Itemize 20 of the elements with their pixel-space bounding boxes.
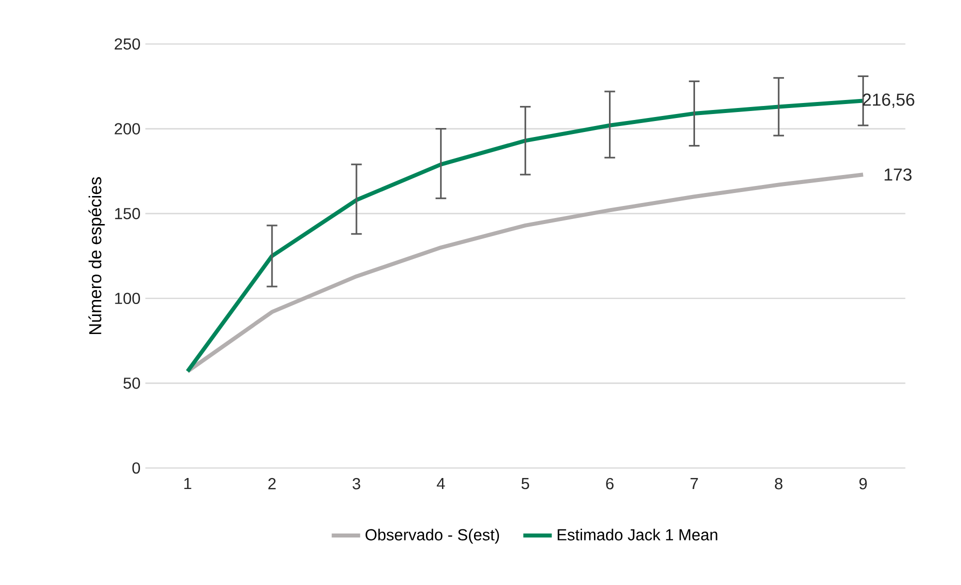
- x-tick-label: 1: [184, 478, 192, 490]
- legend-label: Observado - S(est): [366, 528, 499, 544]
- legend-label: Estimado Jack 1 Mean: [558, 528, 718, 540]
- x-tick-label: 4: [436, 478, 445, 490]
- x-tick-label: 9: [859, 478, 867, 490]
- x-tick-label: 5: [522, 478, 530, 490]
- y-tick-label: 0: [132, 462, 140, 474]
- line-series: [186, 172, 866, 374]
- y-axis-title: Número de espécies: [88, 177, 105, 334]
- x-tick-label: 3: [352, 478, 360, 490]
- x-tick-label: 8: [774, 478, 782, 490]
- y-tick-label: 50: [123, 378, 140, 389]
- x-tick-label: 6: [606, 478, 614, 490]
- y-tick-label: 150: [115, 208, 140, 220]
- data-label: 173: [884, 168, 912, 181]
- y-tick-label: 250: [114, 38, 140, 50]
- x-tick-label: 7: [690, 478, 698, 490]
- y-tick-label: 100: [115, 292, 140, 304]
- y-tick-label: 200: [114, 123, 140, 134]
- x-tick-label: 2: [268, 478, 276, 490]
